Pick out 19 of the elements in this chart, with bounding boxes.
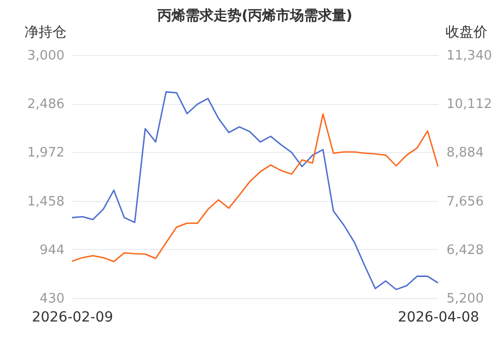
chart-title: 丙烯需求走势(丙烯市场需求量) [156, 7, 352, 24]
line-series [71, 91, 439, 290]
x-tick-label: 2026-02-09 [32, 310, 114, 326]
y2-tick-label: 11,340 [446, 48, 492, 64]
y-tick-label: 944 [40, 242, 64, 258]
y-tick-label: 3,000 [27, 48, 64, 64]
y-tick-label: 2,486 [27, 97, 64, 112]
y-tick-label: 430 [40, 292, 64, 306]
y2-tick-label: 8,884 [446, 146, 484, 161]
y2-tick-label: 7,656 [446, 194, 484, 210]
y2-tick-label: 5,200 [446, 292, 484, 306]
y-tick-label: 1,458 [27, 194, 64, 210]
y-tick-label: 1,972 [27, 146, 64, 161]
line-series [71, 113, 439, 262]
y2-axis-title: 收盘价 [446, 24, 488, 40]
y-axis-title: 净持仓 [24, 24, 66, 40]
y2-tick-label: 10,112 [446, 97, 492, 112]
y2-tick-label: 6,428 [446, 242, 484, 258]
x-tick-label: 2026-04-08 [398, 310, 480, 326]
